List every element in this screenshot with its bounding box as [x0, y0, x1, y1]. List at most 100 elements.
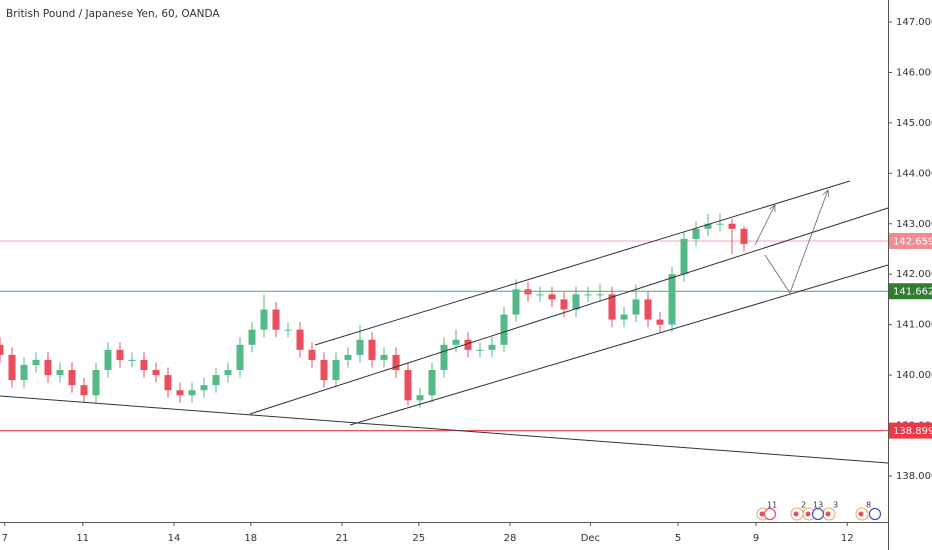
arrow-head — [769, 204, 776, 212]
candle-body — [572, 294, 580, 310]
y-tick-label: 143.000 — [896, 219, 932, 230]
candle-body — [428, 370, 436, 396]
x-tick-label: Dec — [581, 533, 600, 544]
candle-body — [200, 385, 208, 391]
price-level-badge — [889, 422, 932, 439]
candle-body — [356, 339, 364, 355]
y-tick-label: 147.000 — [896, 17, 932, 28]
y-tick-label: 141.000 — [896, 320, 932, 331]
candle-body — [440, 344, 448, 371]
y-tick-label: 142.000 — [896, 269, 932, 280]
candle-body — [404, 370, 412, 401]
candle-body — [740, 228, 748, 244]
candle-body — [92, 370, 100, 396]
candle-body — [0, 344, 4, 355]
x-tick-label: 11 — [76, 533, 89, 544]
candle-body — [248, 329, 256, 345]
event-flag — [763, 507, 777, 521]
trend-line — [249, 207, 889, 415]
candle-body — [260, 309, 268, 330]
candle-body — [560, 299, 568, 310]
event-count: 2 — [801, 501, 806, 510]
candle-body — [104, 349, 112, 371]
event-dot — [825, 511, 831, 517]
candle-body — [416, 395, 424, 401]
candle-body — [368, 339, 376, 360]
arrow-path — [754, 204, 776, 246]
candle-body — [164, 375, 172, 391]
price-level-badge — [889, 232, 932, 249]
candle-body — [380, 354, 388, 360]
candle-body — [188, 390, 196, 396]
price-level-label: 138.899 — [893, 426, 932, 437]
candle-body — [680, 238, 688, 275]
candle-body — [464, 339, 472, 350]
y-tick-label: 140.000 — [896, 370, 932, 381]
candle-body — [344, 354, 352, 360]
candle-body — [332, 359, 340, 381]
candle-body — [536, 294, 544, 296]
candle-body — [596, 294, 604, 296]
trend-line — [0, 395, 889, 464]
candle-body — [8, 354, 16, 381]
candle-body — [56, 370, 64, 376]
event-count: 3 — [833, 501, 838, 510]
candle-body — [236, 344, 244, 371]
candle-body — [704, 223, 712, 229]
x-tick-label: 14 — [168, 533, 181, 544]
candle-body — [476, 349, 484, 351]
candle-body — [44, 359, 52, 376]
candle-body — [608, 294, 616, 320]
candle-body — [32, 359, 40, 365]
candle-body — [320, 359, 328, 381]
candle-body — [140, 359, 148, 371]
event-flag — [811, 507, 825, 521]
event-dot — [759, 511, 765, 517]
arrow-head — [822, 189, 830, 198]
candle-body — [728, 223, 736, 229]
x-tick-label: 5 — [675, 533, 681, 544]
x-tick-label: 28 — [504, 533, 517, 544]
candle-body — [452, 339, 460, 345]
x-tick-label: 7 — [2, 533, 8, 544]
event-count: 11 — [767, 501, 777, 510]
x-tick-label: 25 — [412, 533, 425, 544]
chart-title: British Pound / Japanese Yen, 60, OANDA — [6, 8, 220, 20]
candle-body — [224, 370, 232, 376]
y-tick-label: 138.000 — [896, 471, 932, 482]
candle-body — [692, 228, 700, 239]
candle-body — [656, 319, 664, 325]
candle-body — [176, 390, 184, 396]
candle-body — [668, 274, 676, 325]
candle-body — [584, 294, 592, 296]
candle-body — [620, 314, 628, 320]
trend-line — [314, 180, 851, 346]
candle-body — [500, 314, 508, 345]
trend-line — [349, 264, 889, 426]
x-tick-label: 18 — [244, 533, 257, 544]
candle-body — [632, 299, 640, 315]
price-level-badge — [889, 283, 932, 300]
candle-body — [116, 349, 124, 360]
candle-body — [128, 359, 136, 361]
event-dot — [793, 511, 799, 517]
candle-body — [284, 329, 292, 331]
candle-body — [392, 354, 400, 371]
candle-body — [68, 370, 76, 386]
candle-body — [272, 309, 280, 330]
candle-body — [512, 289, 520, 315]
candle-body — [644, 299, 652, 320]
candle-body — [80, 385, 88, 396]
candle-body — [308, 349, 316, 360]
price-level-label: 141.662 — [893, 287, 932, 298]
y-tick-label: 146.000 — [896, 67, 932, 78]
price-level-label: 142.659 — [893, 236, 932, 247]
candle-body — [296, 329, 304, 350]
candle-body — [212, 375, 220, 386]
x-tick-label: 12 — [841, 533, 854, 544]
candle-body — [152, 370, 160, 376]
arrow-path — [764, 189, 829, 294]
event-count: 13 — [813, 501, 823, 510]
